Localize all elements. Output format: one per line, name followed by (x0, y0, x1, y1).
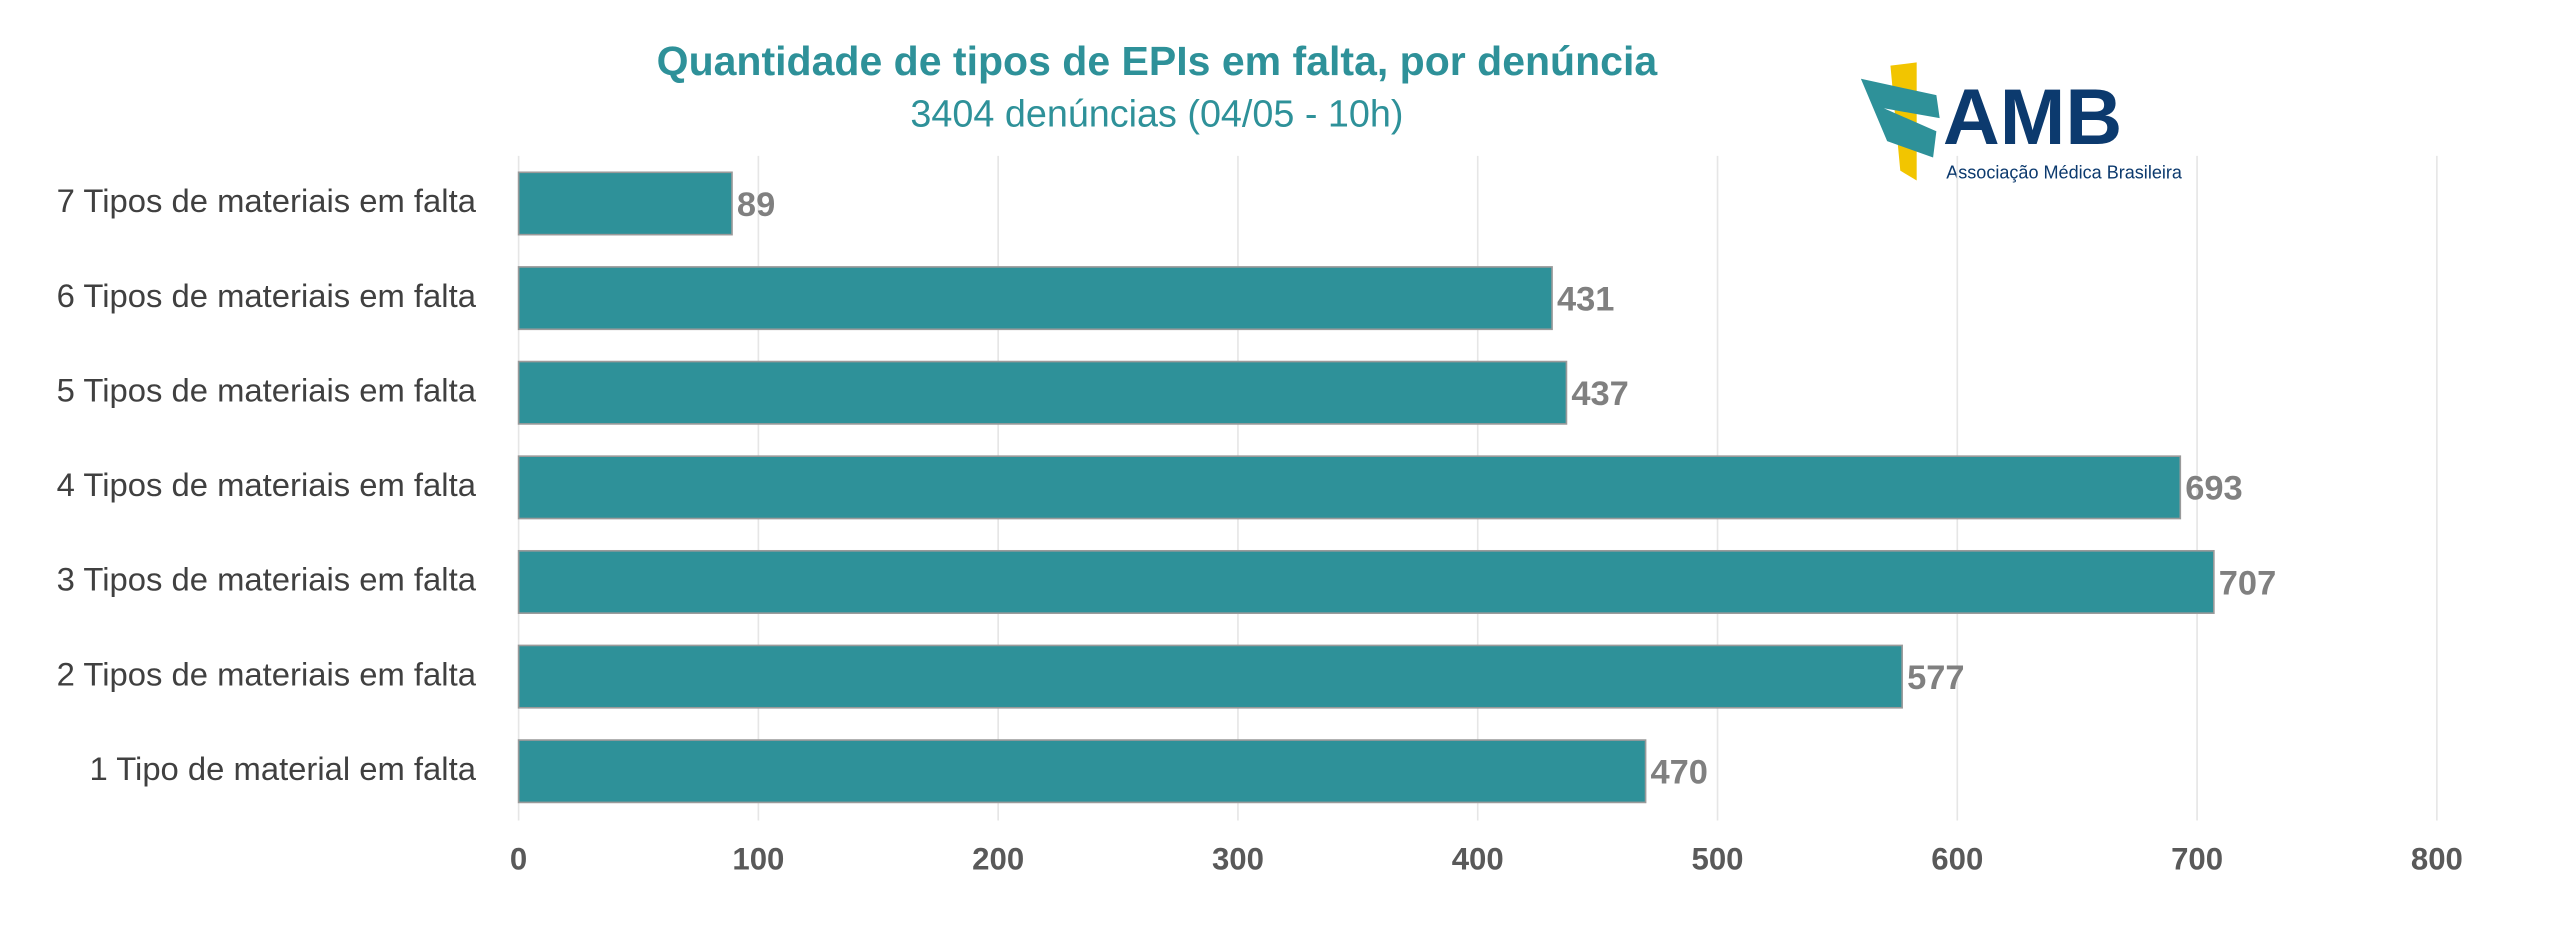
bar (517, 739, 1647, 804)
y-tick-label: 6 Tipos de materiais em falta (57, 277, 477, 314)
bar (517, 644, 1903, 709)
bar (517, 549, 2215, 614)
x-tick-label: 0 (510, 842, 527, 877)
value-label: 437 (1571, 375, 1628, 413)
bar (517, 455, 2182, 520)
y-tick-label: 3 Tipos de materiais em falta (57, 561, 477, 598)
chart-subtitle: 3404 denúncias (04/05 - 10h) (910, 92, 1403, 134)
x-tick-label: 300 (1212, 842, 1264, 877)
x-tick-label: 100 (732, 842, 784, 877)
bar (517, 360, 1568, 425)
logo-tagline: Associação Médica Brasileira (1946, 163, 2183, 183)
x-tick-label: 400 (1452, 842, 1504, 877)
y-tick-label: 1 Tipo de material em falta (89, 750, 476, 787)
value-label: 693 (2185, 470, 2242, 508)
logo: AMB Associação Médica Brasileira (1860, 62, 2183, 183)
x-tick-label: 500 (1692, 842, 1744, 877)
value-label: 431 (1557, 280, 1614, 318)
logo-text: AMB (1943, 73, 2122, 161)
bar (517, 171, 733, 236)
value-label: 470 (1651, 754, 1708, 792)
y-tick-label: 7 Tipos de materiais em falta (57, 182, 477, 219)
y-tick-label: 2 Tipos de materiais em falta (57, 655, 477, 692)
logo-mark (1860, 78, 1940, 158)
value-label: 89 (737, 186, 775, 224)
x-tick-label: 700 (2171, 842, 2223, 877)
y-tick-label: 5 Tipos de materiais em falta (57, 371, 477, 408)
x-tick-label: 600 (1931, 842, 1983, 877)
y-tick-label: 4 Tipos de materiais em falta (57, 466, 477, 503)
chart-title: Quantidade de tipos de EPIs em falta, po… (657, 38, 1659, 84)
x-tick-label: 800 (2411, 842, 2463, 877)
x-tick-label: 200 (972, 842, 1024, 877)
value-label: 577 (1907, 659, 1964, 697)
bar (517, 266, 1553, 331)
value-label: 707 (2219, 564, 2276, 602)
